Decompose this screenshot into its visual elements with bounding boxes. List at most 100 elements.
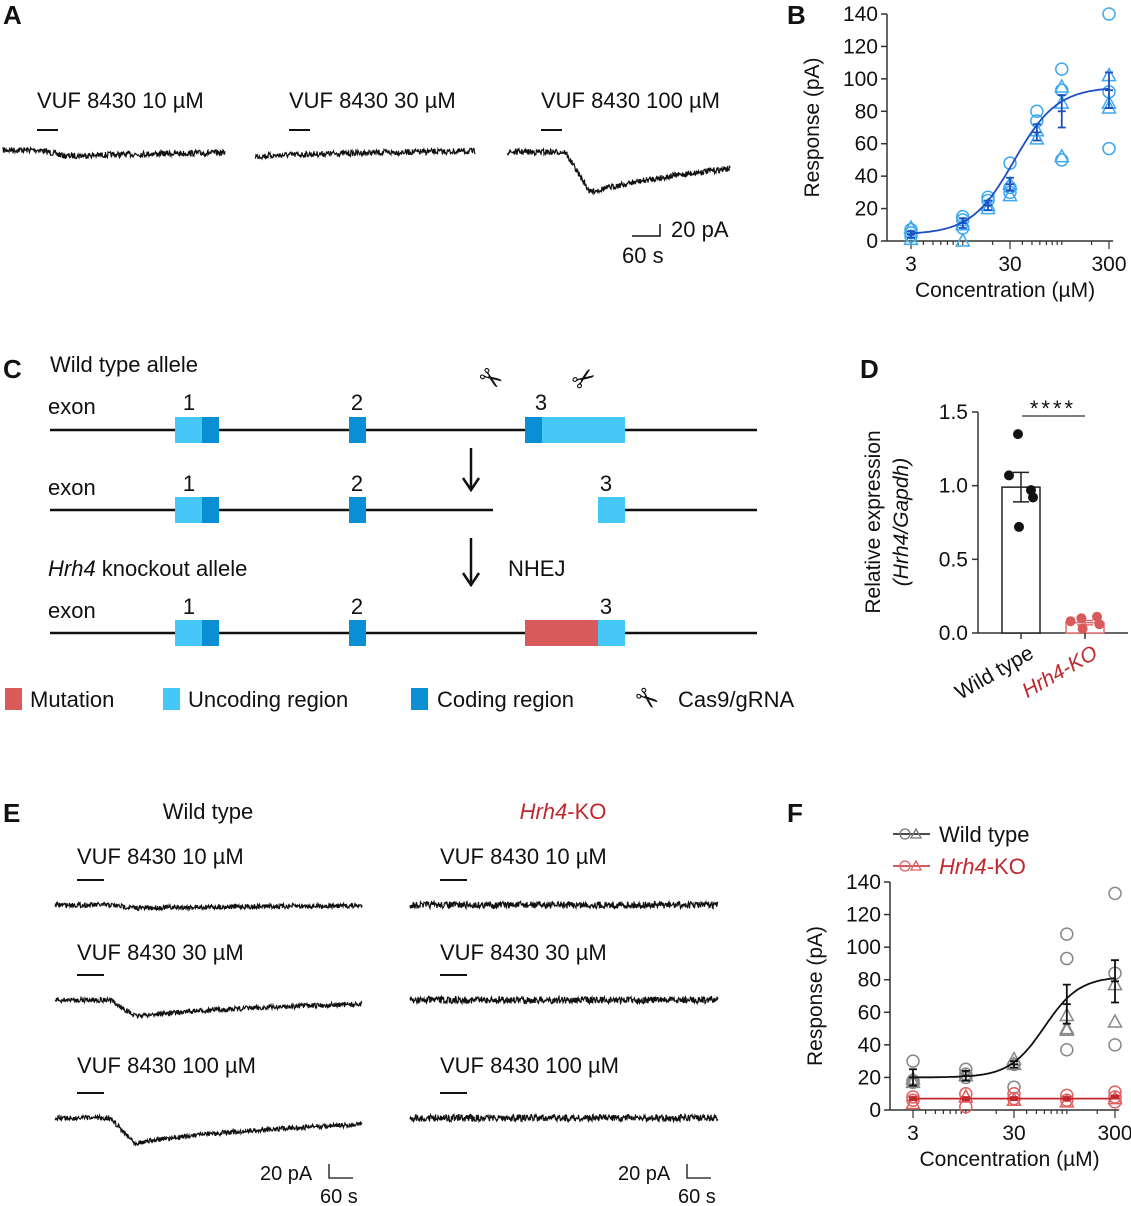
fit-curve (910, 87, 1110, 235)
expression-bar-chart-d: 0.0 0.5 1.0 1.5 Relative expression (Hrh4/Gap… (862, 396, 1128, 705)
data-point-circle (1108, 1038, 1122, 1052)
uncoding-region (598, 620, 625, 646)
scale-bar-ko (686, 1164, 711, 1179)
data-point-circle (1102, 141, 1116, 156)
coding-region (202, 417, 219, 443)
y-tick-label: 140 (846, 871, 881, 894)
current-trace-ko (409, 1112, 719, 1124)
exon-number: 2 (351, 471, 363, 496)
legend-label: Wild type (939, 822, 1029, 847)
data-point-circle (1060, 1088, 1074, 1103)
data-point-circle (1030, 104, 1044, 119)
series-1 (905, 1085, 1123, 1114)
data-point-triangle (980, 199, 996, 215)
exon-number: 3 (600, 594, 612, 619)
arrow-down-icon (461, 477, 481, 493)
allele-diagram: Wild type allele Hrh4 knockout allele NH… (5, 352, 794, 718)
legend-label: Coding region (437, 687, 574, 712)
uncoding-region (175, 620, 202, 646)
ko-gene-name: Hrh4 (48, 556, 96, 581)
data-point-triangle (1054, 78, 1070, 93)
current-trace (2, 145, 226, 160)
bar-group (1065, 611, 1105, 634)
legend-label: Uncoding region (188, 687, 348, 712)
data-point-circle (1055, 153, 1069, 167)
x-axis-label: Concentration (µM) (915, 279, 1095, 302)
uncoding-region (542, 417, 625, 443)
legend-rest: -KO (987, 854, 1026, 879)
exon-number: 2 (351, 390, 363, 415)
x-axis-label: Concentration (µM) (920, 1148, 1100, 1171)
wild-type-allele-title: Wild type allele (50, 352, 198, 377)
panel-label-d: D (860, 354, 879, 384)
panel-label-b: B (787, 0, 806, 30)
series-0 (905, 886, 1123, 1094)
series-0 (903, 7, 1117, 247)
y-tick-label: 20 (855, 198, 878, 221)
y-tick-label: 0 (869, 1099, 881, 1122)
nhej-label: NHEJ (508, 556, 565, 581)
exon-label: exon (48, 394, 96, 419)
data-point-triangle (1101, 99, 1117, 114)
coding-region (525, 417, 542, 443)
uncoding-region (175, 417, 202, 443)
mutation-region (525, 620, 598, 646)
current-trace-wild-type (54, 995, 363, 1020)
current-trace-ko (409, 899, 719, 911)
x-tick-label: 30 (998, 253, 1021, 276)
panel-label-a: A (3, 0, 22, 30)
data-point-circle (1102, 7, 1116, 21)
exon-number: 1 (183, 390, 195, 415)
data-point-triangle (1002, 187, 1018, 202)
trace-label: VUF 8430 10 µM (440, 844, 607, 869)
data-point (1076, 613, 1087, 624)
significance-label: **** (1030, 396, 1076, 421)
y-axis-label: Response (pA) (801, 57, 824, 197)
scale-bar-current-label-wt: 20 pA (260, 1163, 313, 1185)
y-tick-label: 0.5 (939, 548, 968, 571)
scissors-icon: ✂ (472, 359, 509, 398)
current-trace-wild-type (54, 901, 363, 912)
y-axis-label-line2: (Hrh4/Gapdh) (890, 458, 913, 586)
scissors-icon: ✂ (566, 359, 603, 398)
current-trace-ko (409, 994, 719, 1006)
exon-label: exon (48, 598, 96, 623)
ko-allele-title: Hrh4 knockout allele (48, 556, 247, 581)
panel-label-c: C (3, 354, 22, 384)
data-point-circle (1060, 927, 1074, 941)
panel-e: Wild type Hrh4-KO VUF 8430 10 µM VUF 8430… (54, 799, 719, 1206)
data-point-triangle (1059, 1021, 1075, 1036)
y-axis-label: Response (pA) (804, 926, 827, 1066)
scale-bar (632, 224, 661, 237)
data-point-circle (1060, 951, 1074, 966)
legend-label: Cas9/gRNA (678, 687, 794, 712)
coding-region (349, 497, 366, 523)
scale-bar-time-label: 60 s (622, 243, 664, 268)
y-tick-label: 100 (843, 68, 878, 91)
trace-label: VUF 8430 100 µM (77, 1053, 256, 1078)
legend-label: Mutation (30, 687, 114, 712)
exon-number: 2 (351, 594, 363, 619)
bar-group (1001, 429, 1041, 634)
legend-swatch-uncoding-region (163, 688, 180, 710)
x-tick-label: 3 (905, 253, 917, 276)
data-point-triangle (1059, 1019, 1075, 1035)
data-point (1028, 492, 1038, 503)
data-point-circle (1055, 62, 1069, 76)
scale-bar-wt (328, 1164, 353, 1179)
y-tick-label: 40 (858, 1034, 881, 1057)
scale-bar-time-label-wt: 60 s (320, 1186, 358, 1206)
scale-bar-time-label-ko: 60 s (678, 1186, 716, 1206)
panel-label-e: E (3, 798, 20, 828)
y-tick-label: 60 (855, 133, 878, 156)
y-tick-label: 1.5 (939, 401, 968, 424)
panel-a: VUF 8430 10 µM VUF 8430 30 µM VUF 8430 1… (2, 88, 731, 268)
data-point-circle (1108, 886, 1122, 901)
data-point-circle (904, 229, 918, 243)
data-point-triangle (1054, 148, 1070, 163)
error-bar (1013, 471, 1029, 503)
legend-triangle-marker (909, 859, 923, 871)
uncoding-region (598, 497, 625, 523)
legend-gene: Hrh4 (939, 854, 987, 879)
